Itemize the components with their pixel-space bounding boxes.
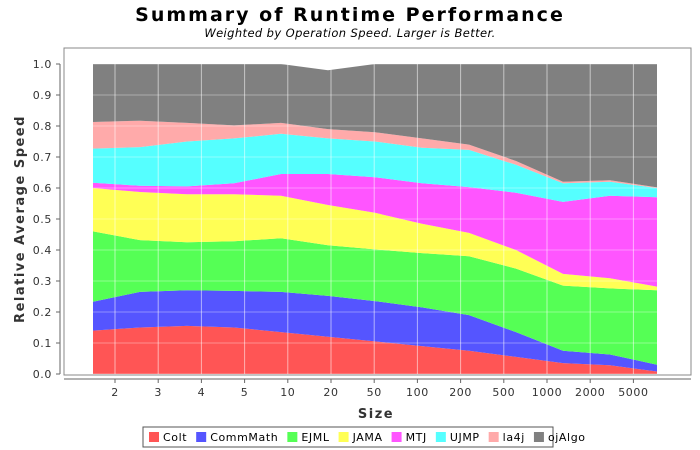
x-tick-label: 20	[323, 386, 338, 399]
x-tick-label: 5	[241, 386, 249, 399]
x-tick-label: 1000	[532, 386, 562, 399]
legend-label-ojalgo: ojAlgo	[548, 431, 586, 444]
x-tick-label: 10	[280, 386, 295, 399]
x-axis: 2 3 4 5 10 20 50 100 200 500 1000 2000 5000	[64, 378, 691, 399]
y-tick-label: 0.3	[33, 275, 52, 288]
y-tick-label: 0.7	[33, 151, 52, 164]
y-axis-label: Relative Average Speed	[13, 115, 28, 323]
legend-label-colt: Colt	[163, 431, 187, 444]
area-mtj	[93, 174, 657, 287]
x-tick-label: 100	[406, 386, 429, 399]
x-tick-label: 3	[154, 386, 162, 399]
legend-swatch-colt	[149, 432, 159, 442]
x-tick-label: 4	[198, 386, 206, 399]
area-commmath	[93, 290, 657, 372]
x-tick-label: 2	[111, 386, 119, 399]
y-tick-label: 0.8	[33, 120, 52, 133]
chart-subtitle: Weighted by Operation Speed. Larger is B…	[204, 26, 495, 40]
gridlines	[93, 63, 657, 375]
area-la4j	[93, 120, 657, 188]
legend-swatch-mtj	[391, 432, 402, 442]
y-tick-label: 0.6	[33, 182, 52, 195]
stacked-areas	[93, 64, 657, 374]
area-ejml	[93, 231, 657, 365]
chart-title: Summary of Runtime Performance	[135, 4, 565, 26]
y-tick-label: 0.5	[33, 213, 52, 226]
area-ojalgo	[93, 64, 657, 188]
y-tick-label: 0.0	[33, 368, 52, 381]
x-tick-label: 200	[449, 386, 472, 399]
legend-swatch-ojalgo	[533, 432, 544, 442]
legend-swatch-ujmp	[435, 432, 446, 442]
legend-label-commmath: CommMath	[210, 431, 278, 444]
legend: Colt CommMath EJML JAMA MTJ UJMP la4j ojAlgo	[149, 431, 586, 444]
legend-swatch-commmath	[196, 432, 207, 442]
x-tick-label: 5000	[618, 386, 648, 399]
legend-label-la4j: la4j	[503, 431, 525, 444]
area-jama	[93, 188, 657, 291]
y-tick-label: 1.0	[33, 58, 52, 71]
y-tick-label: 0.2	[33, 306, 52, 319]
x-tick-label: 500	[492, 386, 515, 399]
x-tick-label: 50	[367, 386, 382, 399]
legend-label-mtj: MTJ	[406, 431, 427, 444]
legend-swatch-jama	[338, 432, 349, 442]
y-tick-label: 0.4	[33, 244, 52, 257]
x-tick-label: 2000	[575, 386, 605, 399]
area-ujmp	[93, 133, 657, 202]
y-tick-label: 0.1	[33, 337, 52, 350]
area-colt	[93, 325, 657, 374]
x-axis-label: Size	[358, 407, 394, 422]
legend-swatch-ejml	[287, 432, 298, 442]
legend-label-ujmp: UJMP	[450, 431, 480, 444]
y-tick-label: 0.9	[33, 89, 52, 102]
legend-label-jama: JAMA	[352, 431, 383, 444]
legend-swatch-la4j	[488, 432, 499, 442]
y-axis: 0.0 0.1 0.2 0.3 0.4 0.5 0.6 0.7 0.8 0.9 1.0	[33, 58, 61, 381]
legend-label-ejml: EJML	[301, 431, 329, 444]
